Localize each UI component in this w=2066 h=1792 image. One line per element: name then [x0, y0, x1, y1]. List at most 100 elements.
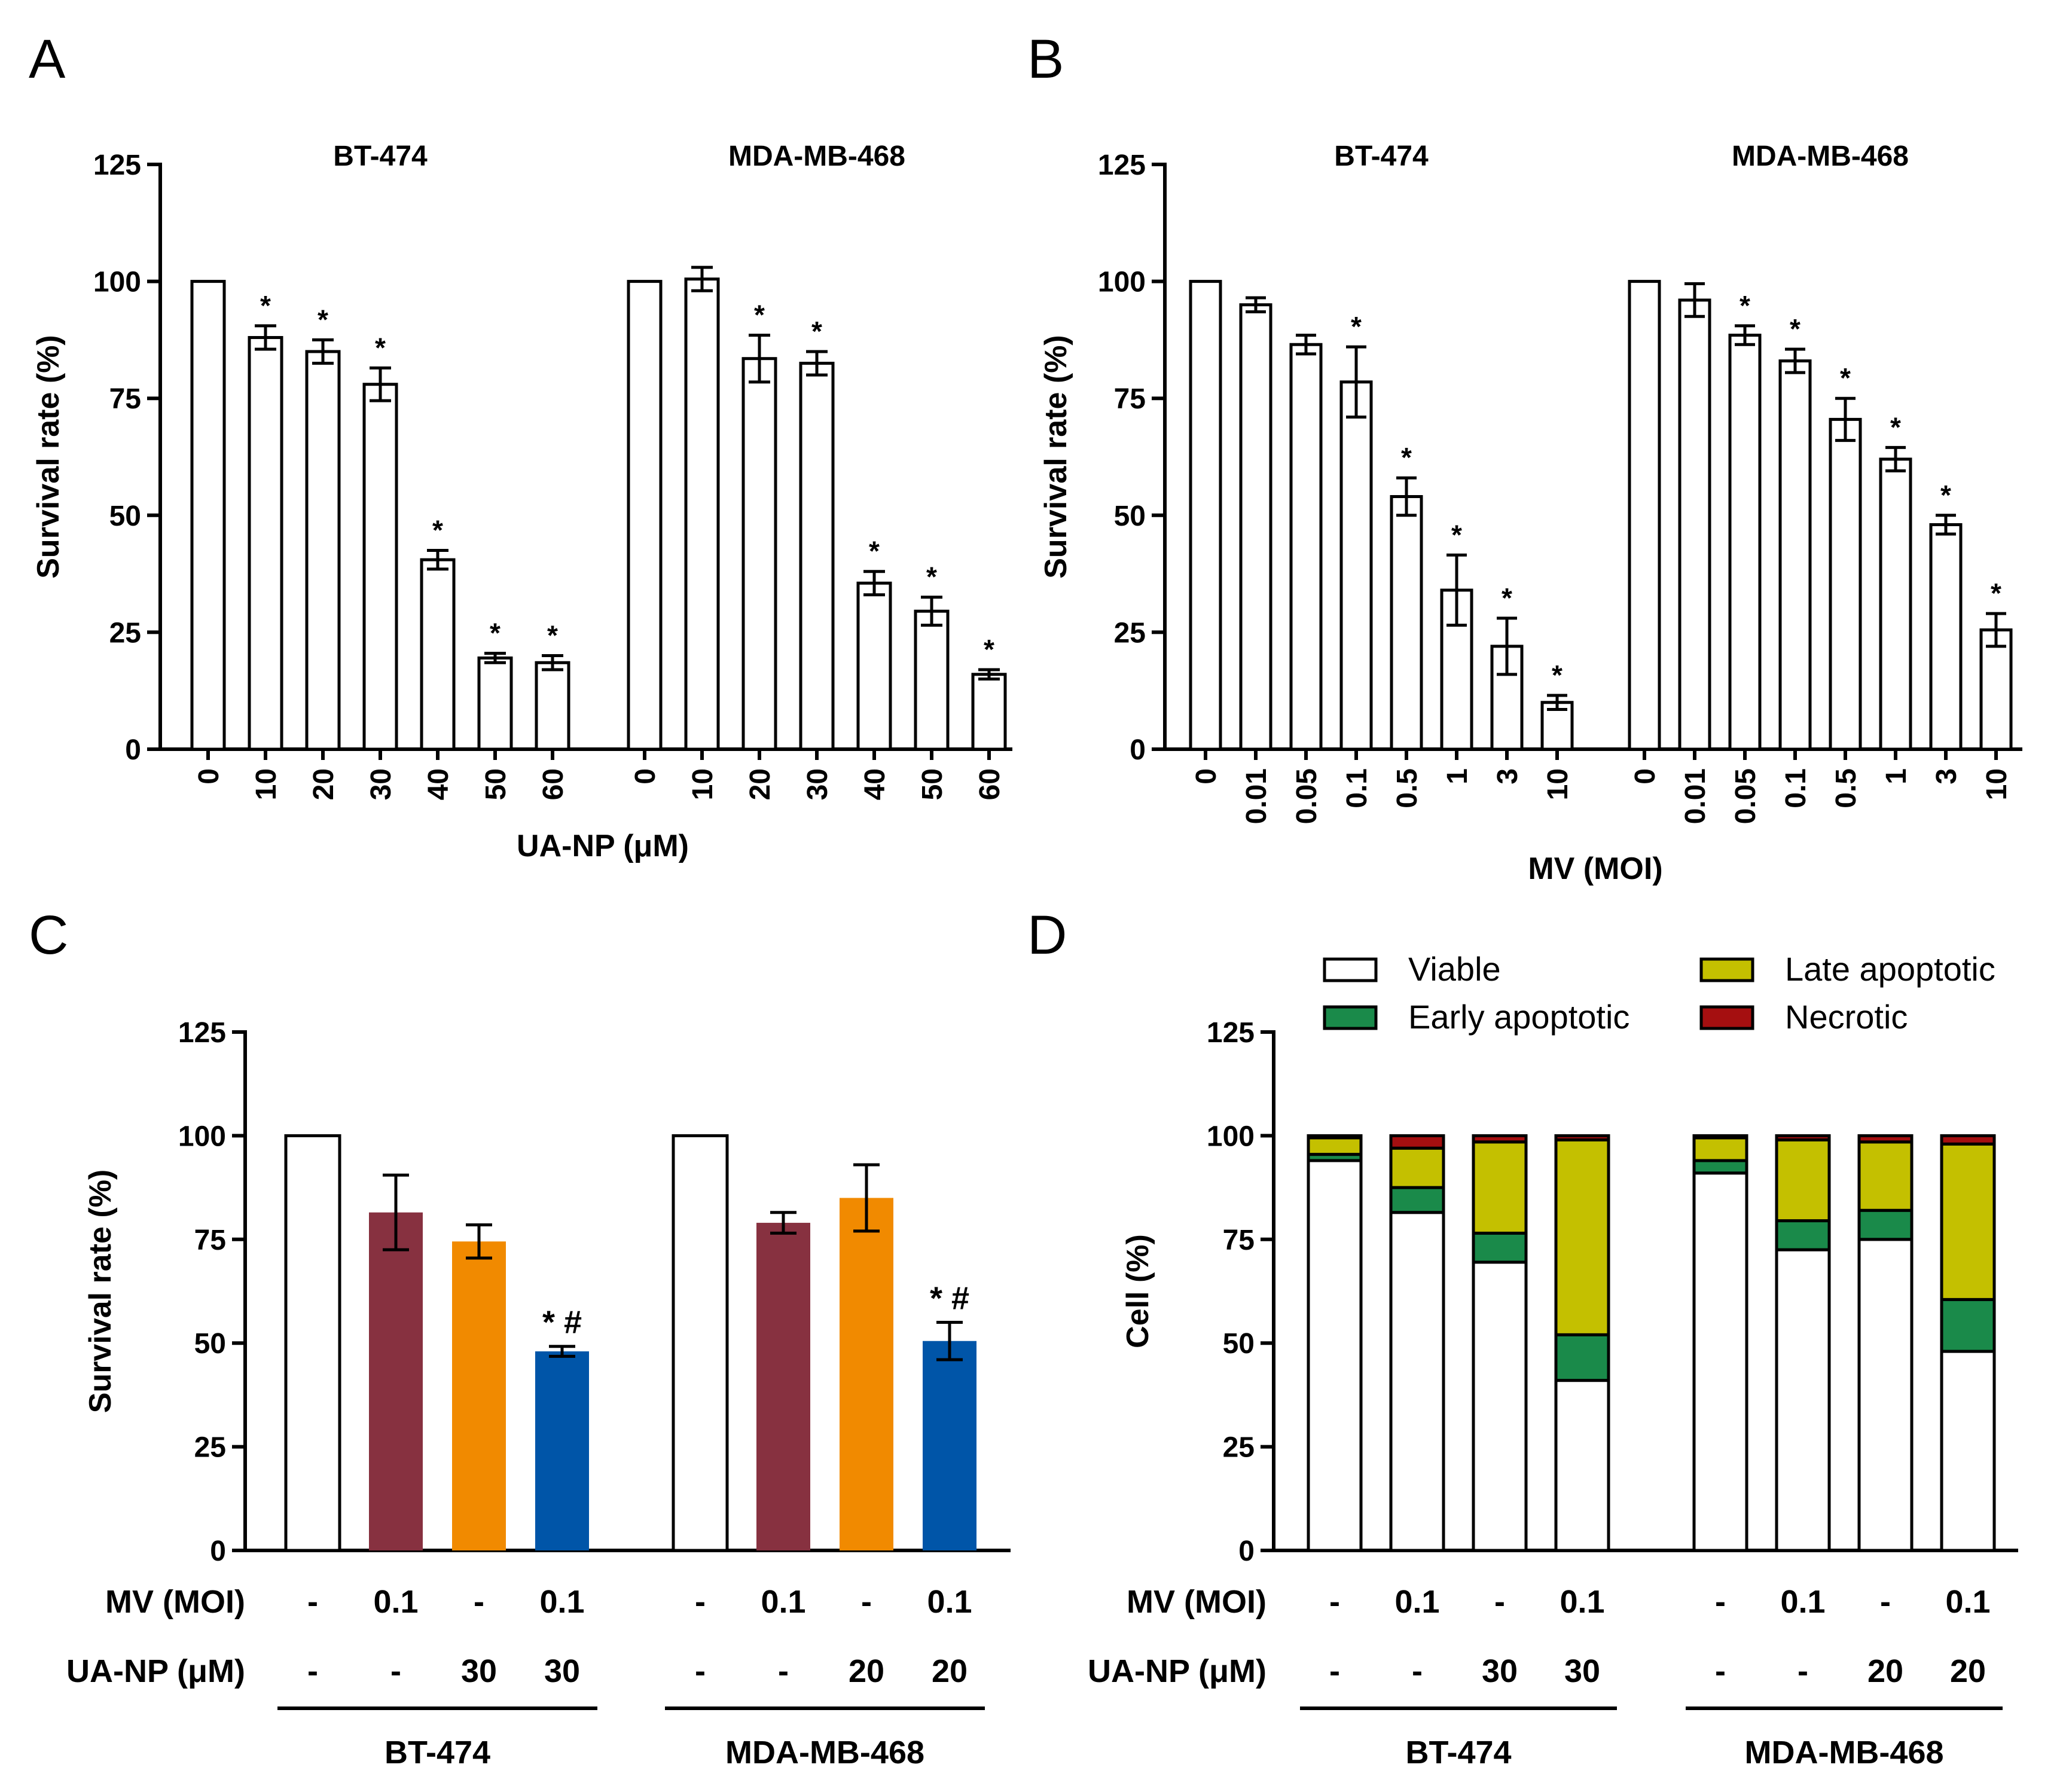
panel-a-bar: [971, 673, 1007, 751]
panel-b-bar: [1728, 334, 1762, 751]
panel-d-legend-swatch: [1323, 1005, 1378, 1030]
panel-c-uanp-value: -: [390, 1653, 401, 1689]
panel-c-row-label: UA-NP (μM): [66, 1653, 245, 1689]
panel-d-necrotic-segment: [1857, 1134, 1914, 1144]
panel-c-chart: 0 25 50 75 100 125 Survival rate (%) * # * # MV (…: [66, 1017, 1011, 1770]
panel-d-necrotic-segment: [1472, 1134, 1528, 1144]
panel-a-x-tick-label: 60: [974, 768, 1006, 800]
panel-a-bar: [914, 609, 950, 751]
panel-b-x-tick-label: 10: [1981, 768, 2013, 800]
panel-d-late-segment: [1389, 1146, 1445, 1189]
panel-a-x-tick-label: 10: [251, 768, 282, 800]
panel-d-legend-swatch: [1323, 957, 1378, 982]
panel-d-late-segment: [1554, 1138, 1610, 1336]
panel-c-uanp-value: 30: [461, 1653, 497, 1689]
panel-d-necrotic-segment: [1692, 1134, 1748, 1140]
panel-d-necrotic-segment: [1940, 1134, 1996, 1146]
panel-a-x-tick-label: 40: [423, 768, 454, 800]
panel-d-late-segment: [1692, 1136, 1748, 1162]
panel-b-y-tick-label: 0: [1130, 734, 1146, 766]
panel-a-significance-mark: *: [869, 536, 880, 567]
panel-a-bar: [477, 656, 513, 751]
panel-d-y-axis-title: Cell (%): [1121, 1234, 1155, 1348]
panel-d-uanp-value: -: [1329, 1653, 1340, 1689]
panel-d-uanp-value: -: [1715, 1653, 1726, 1689]
panel-d-uanp-value: 20: [1867, 1653, 1903, 1689]
panel-c-y-tick-label: 25: [194, 1432, 226, 1464]
panel-b-bar: [1628, 280, 1661, 751]
panel-c-bar: [672, 1134, 729, 1552]
panel-d-y-tick-label: 25: [1223, 1432, 1255, 1464]
panel-b-significance-mark: *: [1991, 578, 2001, 609]
panel-d-viable-segment: [1389, 1211, 1445, 1552]
panel-d-chart: 0 25 50 75 100 125 Cell (%) MV (MOI) UA-NP (μM) -…: [1088, 950, 2018, 1770]
panel-a-y-tick-label: 25: [109, 617, 141, 649]
panel-d-mv-value: 0.1: [1780, 1584, 1825, 1620]
panel-d-early-segment: [1389, 1186, 1445, 1214]
panel-c-mv-value: 0.1: [761, 1584, 805, 1620]
panel-b-bar: [1778, 359, 1812, 751]
panel-c-y-axis-title: Survival rate (%): [83, 1170, 118, 1414]
panel-b-x-tick-label: 0.05: [1730, 768, 1762, 824]
panel-d-necrotic-segment: [1307, 1134, 1363, 1140]
panel-a-significance-mark: *: [490, 618, 501, 649]
panel-a-significance-mark: *: [754, 300, 765, 331]
panel-d-uanp-value: 20: [1950, 1653, 1986, 1689]
panel-d-group-label: MDA-MB-468: [1744, 1735, 1943, 1770]
panel-a-bar: [627, 280, 663, 751]
panel-d-early-segment: [1554, 1333, 1610, 1382]
panel-d-viable-segment: [1554, 1379, 1610, 1552]
panel-b-significance-mark: *: [1451, 519, 1462, 550]
panel-d-row-label: MV (MOI): [1127, 1584, 1267, 1620]
panel-b-bar: [1239, 303, 1272, 751]
panel-a-y-tick-label: 75: [109, 383, 141, 415]
panel-a-bar: [535, 661, 570, 751]
panel-b-x-tick-label: 10: [1542, 768, 1574, 800]
panel-label-c: C: [29, 905, 68, 966]
panel-d-early-segment: [1472, 1231, 1528, 1264]
panel-a-bar: [856, 581, 892, 751]
panel-b-bar: [1979, 628, 2013, 751]
panel-d-uanp-value: 30: [1564, 1653, 1600, 1689]
panel-d-legend-label: Late apoptotic: [1785, 950, 1995, 988]
panel-c-significance-mark: * #: [542, 1305, 582, 1341]
panel-c-y-tick-label: 125: [178, 1017, 226, 1049]
panel-c-bar: [284, 1134, 341, 1552]
panel-d-early-segment: [1857, 1208, 1914, 1241]
panel-a-significance-mark: *: [375, 332, 386, 363]
panel-d-mv-value: -: [1329, 1584, 1340, 1620]
panel-d-late-segment: [1472, 1140, 1528, 1235]
panel-label-a: A: [29, 29, 66, 90]
panel-c-uanp-value: -: [695, 1653, 706, 1689]
panel-b-significance-mark: *: [1502, 582, 1512, 613]
panel-a-x-tick-label: 0: [630, 768, 661, 784]
panel-d-row-label: UA-NP (μM): [1088, 1653, 1267, 1689]
panel-d-necrotic-segment: [1389, 1134, 1445, 1150]
panel-b-x-tick-label: 0.01: [1680, 768, 1711, 824]
panel-d-viable-segment: [1307, 1159, 1363, 1552]
panel-b-bar: [1879, 457, 1912, 751]
panel-d-early-segment: [1940, 1298, 1996, 1353]
panel-d-y-tick-label: 75: [1223, 1225, 1255, 1256]
panel-a-bar: [684, 277, 720, 751]
panel-a-bar: [190, 280, 226, 751]
panel-a-significance-mark: *: [547, 620, 558, 651]
panel-a-x-tick-label: 30: [802, 768, 834, 800]
panel-b-x-tick-label: 0.05: [1291, 768, 1323, 824]
panel-d-necrotic-segment: [1554, 1134, 1610, 1141]
panel-d-viable-segment: [1940, 1350, 1996, 1552]
panel-b-x-axis-title: MV (MOI): [1528, 851, 1662, 886]
panel-a-significance-mark: *: [811, 316, 822, 347]
panel-c-mv-value: -: [307, 1584, 318, 1620]
panel-b-group-label: BT-474: [1334, 141, 1429, 172]
panel-b-x-tick-label: 0.5: [1391, 768, 1423, 808]
panel-d-uanp-value: 30: [1482, 1653, 1518, 1689]
panel-a-x-tick-label: 0: [193, 768, 225, 784]
panel-c-uanp-value: 30: [544, 1653, 580, 1689]
panel-c-significance-mark: * #: [930, 1281, 969, 1317]
panel-d-legend-label: Early apoptotic: [1408, 998, 1629, 1036]
panel-b-x-tick-label: 1: [1881, 768, 1912, 784]
panel-d-mv-value: -: [1494, 1584, 1505, 1620]
panel-b-significance-mark: *: [1552, 660, 1563, 691]
